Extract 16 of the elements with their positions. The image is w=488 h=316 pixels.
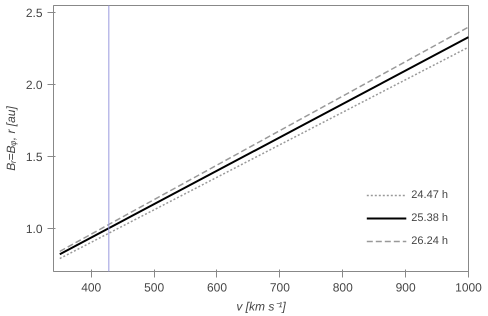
y-tick-label: 1.5 xyxy=(26,150,43,164)
x-tick-label: 500 xyxy=(144,280,164,294)
y-tick-label: 2.0 xyxy=(26,78,43,92)
legend-label: 26.24 h xyxy=(411,235,448,247)
y-tick-label: 1.0 xyxy=(26,222,43,236)
y-tick-label: 2.5 xyxy=(26,6,43,20)
x-tick-label: 700 xyxy=(270,280,290,294)
y-axis-title: Bᵣ=Bᵩ, r [au] xyxy=(4,106,18,171)
x-tick-label: 600 xyxy=(206,280,228,294)
x-tick-label: 900 xyxy=(396,280,416,294)
x-tick-label: 800 xyxy=(332,280,354,294)
x-tick-label: 1000 xyxy=(455,280,482,294)
x-tick-label: 400 xyxy=(81,280,102,294)
legend-label: 24.47 h xyxy=(411,189,448,201)
x-axis-title: v [km s⁻¹] xyxy=(236,300,286,314)
legend-label: 25.38 h xyxy=(411,212,448,224)
